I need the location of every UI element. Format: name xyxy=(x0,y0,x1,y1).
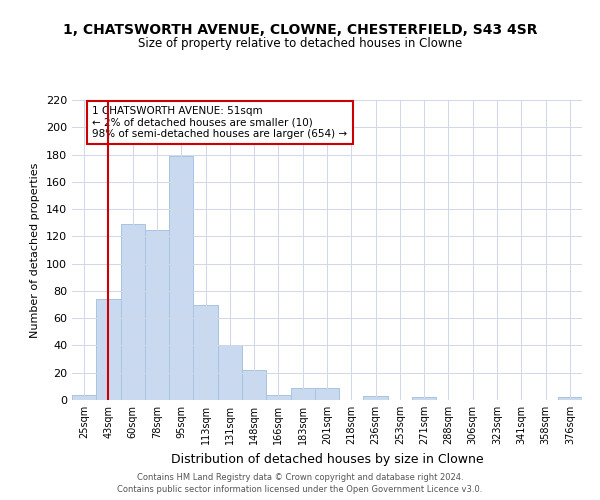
Bar xyxy=(412,398,436,400)
Bar xyxy=(145,230,169,400)
Bar xyxy=(121,224,145,400)
Bar xyxy=(242,370,266,400)
Bar xyxy=(72,394,96,400)
Text: Size of property relative to detached houses in Clowne: Size of property relative to detached ho… xyxy=(138,38,462,51)
Text: Contains HM Land Registry data © Crown copyright and database right 2024.: Contains HM Land Registry data © Crown c… xyxy=(137,473,463,482)
Text: Contains public sector information licensed under the Open Government Licence v3: Contains public sector information licen… xyxy=(118,486,482,494)
Bar xyxy=(266,394,290,400)
Text: 1 CHATSWORTH AVENUE: 51sqm
← 2% of detached houses are smaller (10)
98% of semi-: 1 CHATSWORTH AVENUE: 51sqm ← 2% of detac… xyxy=(92,106,347,139)
Bar xyxy=(315,388,339,400)
Bar xyxy=(558,398,582,400)
Bar xyxy=(169,156,193,400)
Bar xyxy=(193,304,218,400)
X-axis label: Distribution of detached houses by size in Clowne: Distribution of detached houses by size … xyxy=(170,452,484,466)
Bar xyxy=(218,346,242,400)
Bar xyxy=(364,396,388,400)
Bar xyxy=(290,388,315,400)
Text: 1, CHATSWORTH AVENUE, CLOWNE, CHESTERFIELD, S43 4SR: 1, CHATSWORTH AVENUE, CLOWNE, CHESTERFIE… xyxy=(63,22,537,36)
Y-axis label: Number of detached properties: Number of detached properties xyxy=(31,162,40,338)
Bar xyxy=(96,299,121,400)
